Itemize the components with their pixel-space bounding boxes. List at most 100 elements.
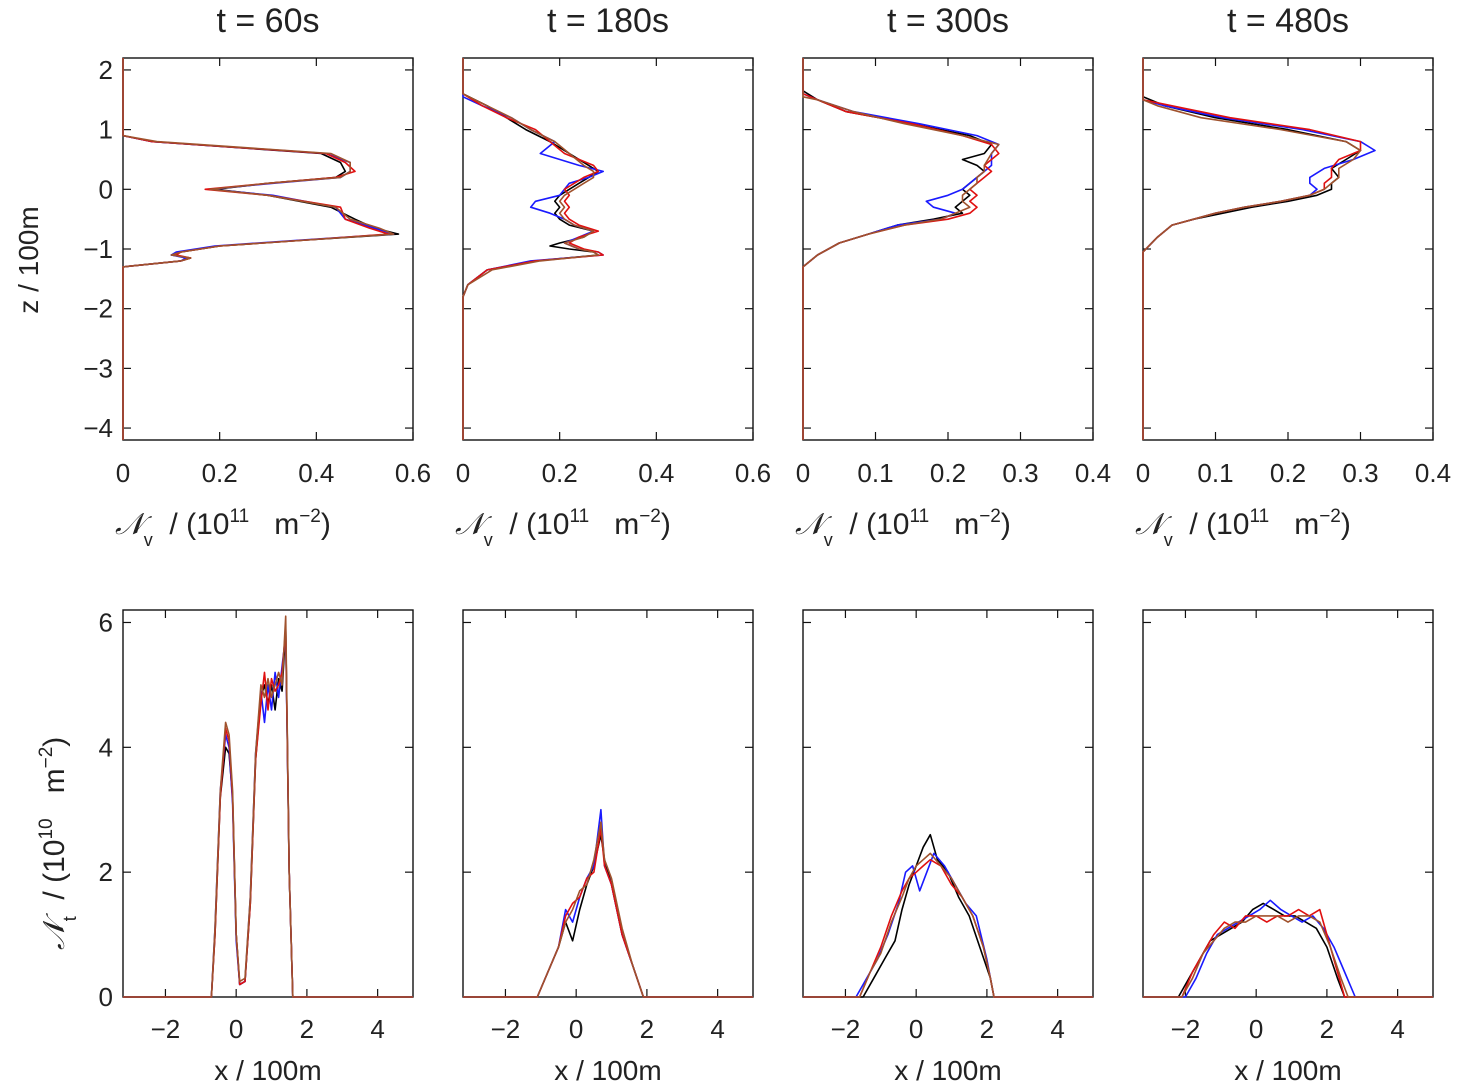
x-tick-label: 4	[370, 1014, 384, 1044]
profile-curve-1	[802, 58, 993, 440]
profile-curve-3	[122, 58, 390, 440]
plot-frame	[802, 609, 1094, 998]
distribution-curve-3	[463, 827, 753, 998]
x-tick-label: 0.1	[1197, 458, 1233, 488]
distribution-curve-3	[123, 627, 413, 998]
x-tick-label: 0	[456, 458, 470, 488]
nv-exponent: 11	[1249, 506, 1269, 527]
nt-subscript: t	[60, 916, 80, 921]
y-axis-label: 𝒩t / (1010 m−2)	[36, 737, 80, 950]
nv-text: / (10	[153, 508, 230, 541]
x-tick-label: −2	[151, 1014, 181, 1044]
x-tick-label: 2	[980, 1014, 994, 1044]
panel-profile-4: t = 480s 0 0.1 0.2 0.3 0.4 𝒩v / (1011 m−2)	[1135, 2, 1451, 550]
x-tick-label: 0.3	[1002, 458, 1038, 488]
nt-unit-exponent: −2	[36, 747, 57, 769]
distribution-curve-1	[1143, 902, 1433, 998]
panel-title: t = 60s	[216, 2, 319, 40]
nv-close: )	[661, 508, 671, 541]
x-axis-label: 𝒩v / (1011 m−2)	[455, 506, 671, 550]
nv-unit: m	[589, 508, 639, 541]
plot-frame	[802, 57, 1094, 441]
profile-curve-1	[122, 58, 400, 440]
nv-subscript: v	[144, 530, 153, 550]
x-axis-label: x / 100m	[1234, 1055, 1341, 1086]
plot-frame	[1142, 609, 1434, 998]
nv-exponent: 11	[229, 506, 249, 527]
nv-unit: m	[1269, 508, 1319, 541]
x-tick-label: −2	[491, 1014, 521, 1044]
nv-unit: m	[249, 508, 299, 541]
distribution-curve-4	[1143, 915, 1433, 998]
y-axis-label: z / 100m	[13, 206, 44, 313]
panel-distribution-2: −2 0 2 4 x / 100m	[462, 609, 754, 1086]
x-tick-label: 0.4	[298, 458, 334, 488]
x-tick-label: 0	[569, 1014, 583, 1044]
y-tick-label: −4	[83, 413, 113, 443]
nv-subscript: v	[484, 530, 493, 550]
x-tick-label: 0	[1136, 458, 1150, 488]
x-tick-label: 0.6	[735, 458, 771, 488]
panel-title: t = 480s	[1227, 2, 1349, 40]
y-tick-label: 0	[99, 174, 113, 204]
panel-profile-2: t = 180s 0 0.2 0.4 0.6 𝒩v / (1011 m−2)	[455, 2, 771, 550]
plot-frame	[462, 609, 754, 998]
profile-curve-3	[802, 58, 1000, 440]
panel-distribution-4: −2 0 2 4 x / 100m	[1142, 609, 1434, 1086]
distribution-curve-2	[1143, 899, 1433, 998]
y-tick-label: 1	[99, 115, 113, 145]
x-tick-label: 0.4	[1075, 458, 1111, 488]
x-tick-label: 0.4	[1415, 458, 1451, 488]
distribution-curve-1	[803, 833, 1093, 998]
y-tick-label: 2	[99, 857, 113, 887]
nv-unit-exponent: −2	[979, 506, 1001, 527]
panel-profile-3: t = 300s 0 0.1 0.2 0.3 0.4 𝒩v / (1011 m−2)	[795, 2, 1111, 550]
distribution-curve-4	[803, 852, 1093, 998]
x-axis-label: 𝒩v / (1011 m−2)	[1135, 506, 1351, 550]
plot-frame	[122, 57, 414, 441]
nv-unit-exponent: −2	[1319, 506, 1341, 527]
profile-curve-2	[122, 58, 395, 440]
nt-close: )	[38, 737, 71, 747]
panel-distribution-1: −2 0 2 4 0 2 4 6 x / 100m 𝒩t / (1010 m−2)	[36, 607, 414, 1086]
x-axis-label: x / 100m	[214, 1055, 321, 1086]
nv-text: / (10	[493, 508, 570, 541]
nv-text: / (10	[1173, 508, 1250, 541]
nv-close: )	[321, 508, 331, 541]
nt-unit: m	[38, 768, 71, 818]
distribution-curve-4	[123, 615, 413, 998]
profile-curve-2	[802, 58, 1000, 440]
nv-exponent: 11	[569, 506, 589, 527]
x-tick-label: 4	[710, 1014, 724, 1044]
profile-curve-4	[462, 58, 600, 440]
x-tick-label: −2	[1171, 1014, 1201, 1044]
x-axis-label: x / 100m	[554, 1055, 661, 1086]
profile-curve-4	[802, 58, 1000, 440]
x-axis-label: 𝒩v / (1011 m−2)	[115, 506, 331, 550]
distribution-curve-2	[123, 634, 413, 998]
distribution-curve-3	[803, 858, 1093, 998]
x-tick-label: 0.2	[202, 458, 238, 488]
nv-close: )	[1001, 508, 1011, 541]
nv-close: )	[1341, 508, 1351, 541]
panel-title: t = 300s	[887, 2, 1009, 40]
x-tick-label: 0	[229, 1014, 243, 1044]
distribution-curve-4	[463, 821, 753, 998]
nt-exponent: 10	[36, 818, 57, 839]
x-tick-label: 0	[796, 458, 810, 488]
x-tick-label: 0.2	[930, 458, 966, 488]
x-tick-label: 2	[640, 1014, 654, 1044]
y-tick-label: 6	[99, 607, 113, 637]
y-tick-label: 4	[99, 732, 113, 762]
panel-distribution-3: −2 0 2 4 x / 100m	[802, 609, 1094, 1086]
nt-text: / (10	[38, 840, 71, 917]
x-tick-label: 4	[1050, 1014, 1064, 1044]
nv-unit: m	[929, 508, 979, 541]
nv-unit-exponent: −2	[639, 506, 661, 527]
x-tick-label: 0	[1249, 1014, 1263, 1044]
x-tick-label: 0.1	[857, 458, 893, 488]
x-tick-label: 0.6	[395, 458, 431, 488]
plot-frame	[122, 609, 414, 998]
y-tick-label: −3	[83, 353, 113, 383]
